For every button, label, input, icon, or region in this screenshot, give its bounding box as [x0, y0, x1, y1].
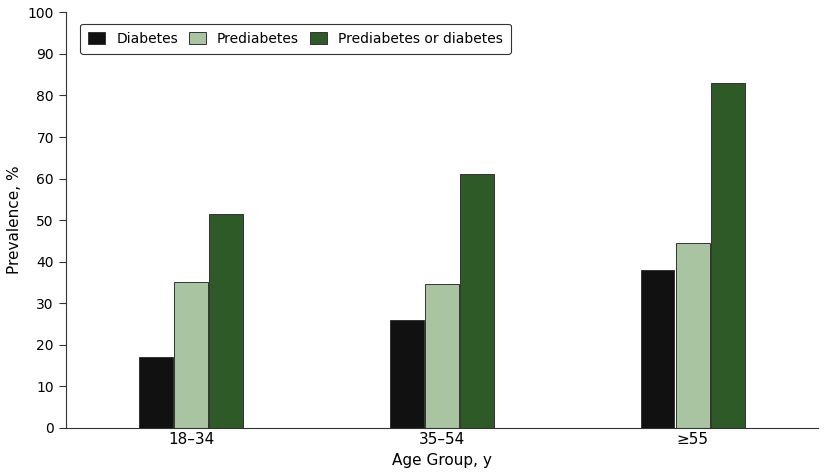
Bar	[174, 282, 208, 428]
Y-axis label: Prevalence, %: Prevalence, %	[7, 166, 22, 275]
Bar	[139, 357, 173, 428]
Bar	[460, 174, 494, 428]
Bar	[210, 214, 243, 428]
Bar	[641, 270, 675, 428]
Legend: Diabetes, Prediabetes, Prediabetes or diabetes: Diabetes, Prediabetes, Prediabetes or di…	[80, 24, 511, 54]
Bar	[711, 83, 745, 428]
Bar	[390, 320, 424, 428]
Bar	[425, 285, 459, 428]
Bar	[676, 243, 710, 428]
X-axis label: Age Group, y: Age Group, y	[392, 453, 492, 468]
